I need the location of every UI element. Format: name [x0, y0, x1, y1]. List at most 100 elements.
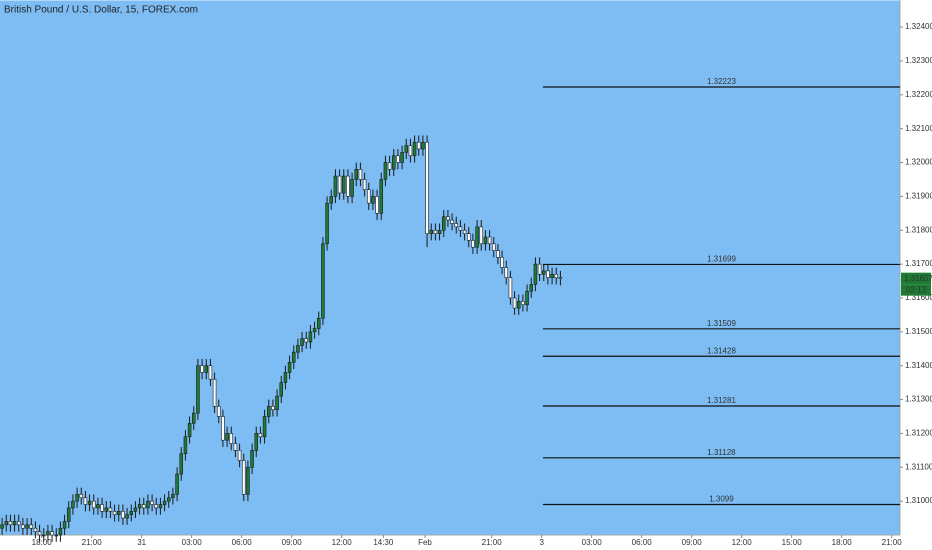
- candle-body: [416, 141, 421, 150]
- candle-body: [171, 494, 175, 499]
- candle-body: [433, 229, 438, 234]
- candle-body: [383, 162, 388, 180]
- x-tick-label: 12:00: [332, 538, 353, 547]
- x-tick-label: 12:00: [732, 538, 753, 547]
- candle-body: [337, 175, 342, 194]
- candle-body: [133, 507, 138, 512]
- countdown-label: 02:13: [906, 285, 927, 294]
- time-axis: [0, 535, 900, 550]
- candle-body: [146, 500, 150, 509]
- level-label: 1.31281: [707, 396, 736, 405]
- candle-body: [487, 236, 492, 245]
- candle-body: [521, 301, 525, 306]
- level-label: 1.31428: [707, 346, 736, 355]
- candle-body: [87, 500, 92, 505]
- candle-body: [471, 240, 475, 248]
- candle-body: [341, 175, 346, 194]
- candle-body: [541, 270, 546, 275]
- chart-title: British Pound / U.S. Dollar, 15, FOREX.c…: [4, 5, 198, 16]
- candle-body: [358, 169, 363, 180]
- y-tick-label: 1.31100: [905, 462, 932, 471]
- y-tick-label: 1.31000: [905, 496, 932, 505]
- level-label: 1.31509: [707, 319, 736, 328]
- candle-body: [12, 521, 17, 526]
- countdown-box: [901, 284, 931, 296]
- candle-body: [212, 378, 217, 407]
- candle-body: [116, 510, 121, 515]
- candle-body: [104, 507, 109, 512]
- candle-body: [350, 179, 354, 197]
- candle-body: [387, 162, 392, 170]
- y-tick-label: 1.32000: [905, 158, 932, 167]
- x-tick-label: 09:00: [682, 538, 703, 547]
- candle-body: [458, 226, 463, 231]
- candle-body: [179, 453, 184, 475]
- candle-body: [0, 524, 4, 529]
- candle-body: [229, 433, 234, 444]
- x-tick-label: 06:00: [232, 538, 253, 547]
- x-tick-label: 15:00: [782, 538, 803, 547]
- candle-body: [246, 466, 250, 495]
- candle-body: [354, 169, 359, 180]
- candle-body: [333, 175, 338, 197]
- y-tick-label: 1.31600: [905, 293, 932, 302]
- candle-body: [375, 196, 379, 214]
- candle-body: [421, 141, 425, 150]
- candle-body: [25, 524, 29, 529]
- candle-body: [287, 362, 292, 373]
- candle-body: [491, 243, 496, 251]
- candle-body: [33, 527, 38, 532]
- candle-body: [112, 510, 117, 515]
- candle-body: [558, 277, 563, 279]
- candle-body: [316, 317, 321, 329]
- candle-body: [462, 229, 467, 234]
- candle-body: [366, 189, 371, 204]
- candle-body: [346, 175, 350, 197]
- level-label: 1.31128: [707, 448, 736, 457]
- candle-body: [154, 504, 159, 509]
- candle-body: [479, 226, 484, 245]
- candle-body: [258, 433, 263, 438]
- candle-body: [396, 155, 400, 163]
- candle-body: [508, 277, 513, 299]
- candle-body: [108, 507, 113, 512]
- candle-body: [266, 406, 271, 417]
- candle-body: [391, 155, 396, 170]
- x-tick-label: Feb: [418, 538, 432, 547]
- candle-body: [204, 365, 209, 373]
- last-price-box: [901, 272, 931, 285]
- candle-body: [554, 273, 559, 278]
- candle-body: [466, 233, 471, 241]
- candle-body: [71, 500, 75, 509]
- candle-body: [533, 263, 538, 285]
- candle-body: [4, 521, 9, 526]
- candle-body: [241, 460, 246, 495]
- candle-body: [496, 250, 500, 258]
- candle-body: [537, 263, 542, 275]
- candle-body: [529, 284, 534, 292]
- candle-body: [408, 145, 413, 157]
- candle-body: [129, 510, 134, 515]
- y-tick-label: 1.31800: [905, 225, 932, 234]
- candle-body: [504, 267, 509, 278]
- candle-body: [271, 406, 275, 411]
- level-label: 1.31699: [707, 255, 736, 264]
- y-tick-label: 1.32300: [905, 56, 932, 65]
- candle-body: [162, 500, 167, 505]
- candle-body: [166, 497, 171, 502]
- candle-body: [300, 338, 304, 346]
- candle-body: [308, 331, 313, 343]
- candle-body: [250, 450, 254, 468]
- y-tick-label: 1.31700: [905, 259, 932, 268]
- x-tick-label: 18:00: [832, 538, 853, 547]
- candle-body: [237, 450, 242, 461]
- candle-body: [21, 524, 25, 529]
- candle-body: [404, 145, 409, 153]
- x-tick-label: 06:00: [632, 538, 653, 547]
- x-tick-label: 21:00: [82, 538, 103, 547]
- y-tick-label: 1.32400: [905, 22, 932, 31]
- y-tick-label: 1.32100: [905, 124, 932, 133]
- candle-body: [379, 179, 384, 214]
- x-tick-label: 3: [539, 538, 544, 547]
- candle-body: [550, 273, 554, 278]
